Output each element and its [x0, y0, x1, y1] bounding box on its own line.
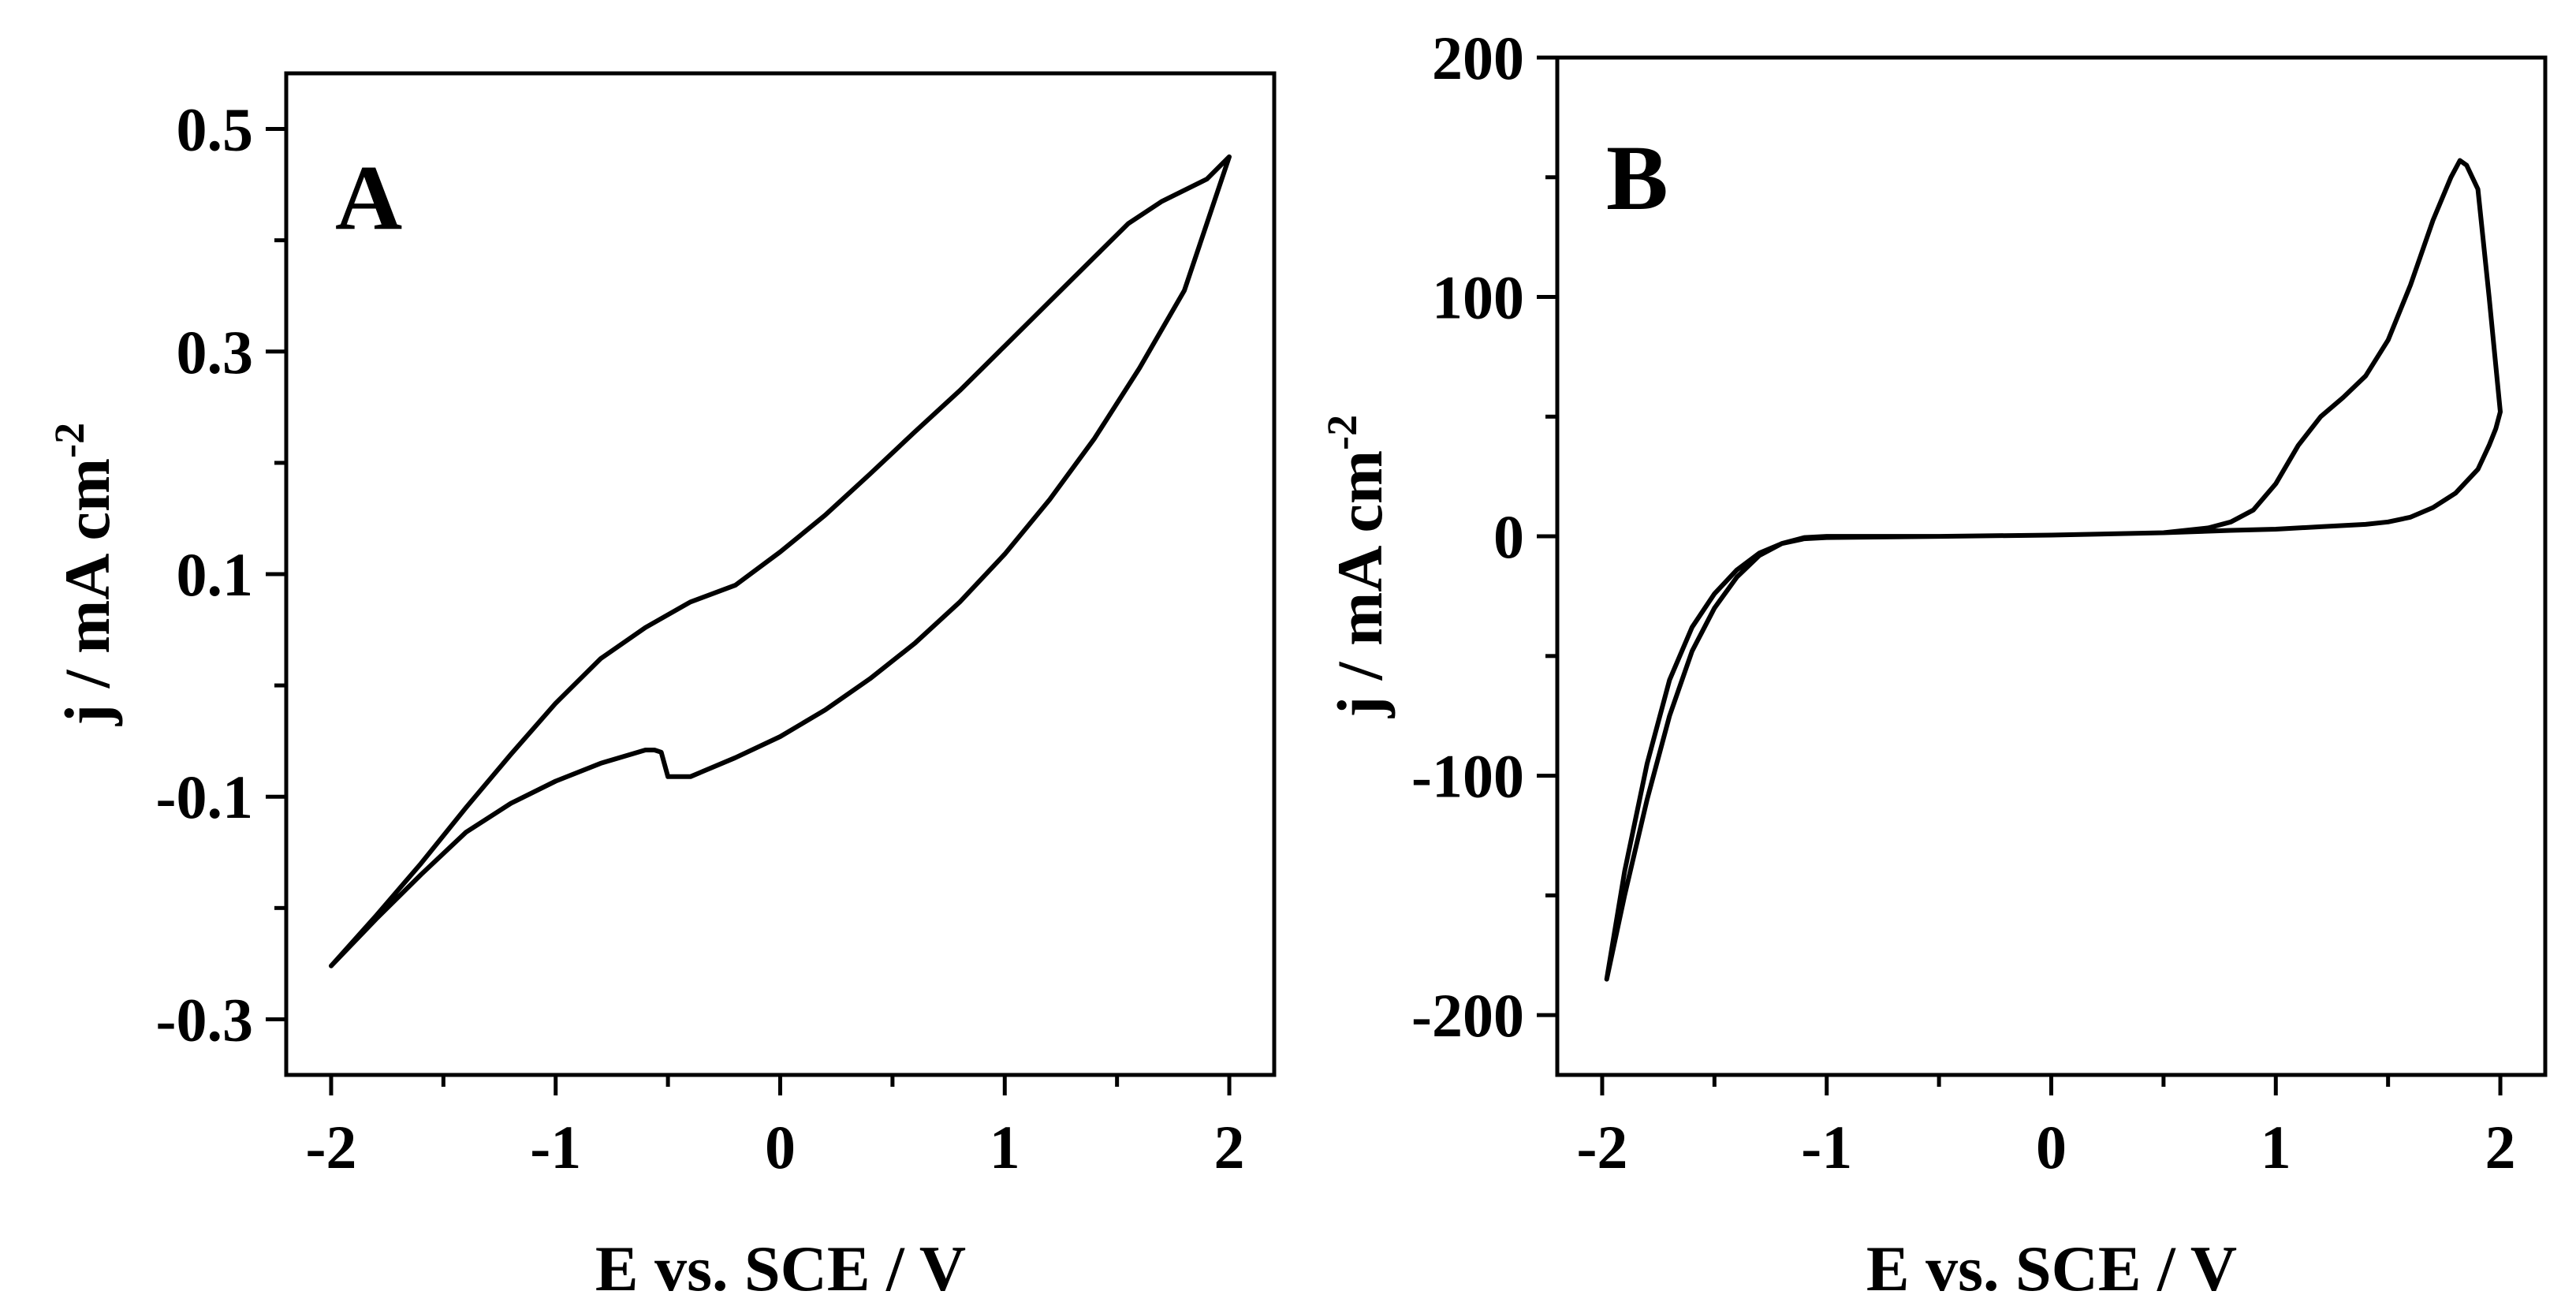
panel-b-y-tick-label: 200	[1432, 24, 1524, 92]
panel-a-cv-curve	[329, 154, 1232, 968]
panel-b-x-tick-label: 0	[2036, 1113, 2067, 1181]
panel-b-y-tick-label: 100	[1432, 263, 1524, 332]
panel-b-ticks	[1537, 55, 2503, 1095]
panel-a-tick-labels: -2 -1 0 1 2 -0.3 -0.1 0.1 0.3 0.5	[156, 95, 1245, 1181]
panel-b-y-tick-label: -200	[1411, 981, 1524, 1050]
panel-a-y-axis-title-main: j / mA cm	[51, 458, 123, 726]
panel-a-y-tick-label: -0.1	[156, 763, 253, 831]
panel-b-y-axis-title-main: j / mA cm	[1324, 450, 1396, 718]
panel-a-label: A	[335, 146, 402, 249]
panel-a-y-tick-label: 0.1	[177, 540, 254, 609]
panel-b-x-axis-title: E vs. SCE / V	[1866, 1233, 2237, 1304]
panel-b-y-axis-title-superscript: -2	[1318, 415, 1366, 450]
panel-b-y-axis-title: j / mA cm-2	[1318, 415, 1396, 718]
panel-b-x-tick-label: -2	[1576, 1113, 1627, 1181]
panel-b: -2 -1 0 1 2 -200 -100 0 100 200 B E vs. SCE / V j…	[1318, 24, 2548, 1304]
panel-a-x-tick-label: 2	[1214, 1113, 1245, 1181]
panel-b-x-tick-label: 1	[2261, 1113, 2291, 1181]
panel-a-x-tick-label: -1	[530, 1113, 581, 1181]
panel-a-y-axis-title: j / mA cm-2	[46, 423, 123, 726]
panel-a-y-axis-title-superscript: -2	[46, 423, 93, 458]
panel-a-x-tick-label: 1	[990, 1113, 1020, 1181]
panel-b-cv-curve	[1604, 158, 2503, 982]
panel-b-label: B	[1606, 126, 1668, 229]
panel-b-x-tick-label: -1	[1801, 1113, 1852, 1181]
panel-a-x-tick-label: -2	[305, 1113, 356, 1181]
panel-a-y-tick-label: -0.3	[156, 985, 253, 1054]
panel-a-y-tick-label: 0.5	[177, 95, 254, 164]
panel-a-ticks	[266, 127, 1232, 1095]
panel-a-x-tick-label: 0	[765, 1113, 796, 1181]
panel-b-y-tick-label: 0	[1493, 502, 1524, 571]
panel-b-tick-labels: -2 -1 0 1 2 -200 -100 0 100 200	[1411, 24, 2516, 1181]
panel-a-x-axis-title: E vs. SCE / V	[595, 1233, 966, 1304]
panel-b-x-tick-label: 2	[2485, 1113, 2516, 1181]
panel-a: -2 -1 0 1 2 -0.3 -0.1 0.1 0.3 0.5 A E vs. SCE / V…	[46, 71, 1277, 1304]
panel-a-y-tick-label: 0.3	[177, 318, 254, 386]
panel-b-y-tick-label: -100	[1411, 742, 1524, 811]
